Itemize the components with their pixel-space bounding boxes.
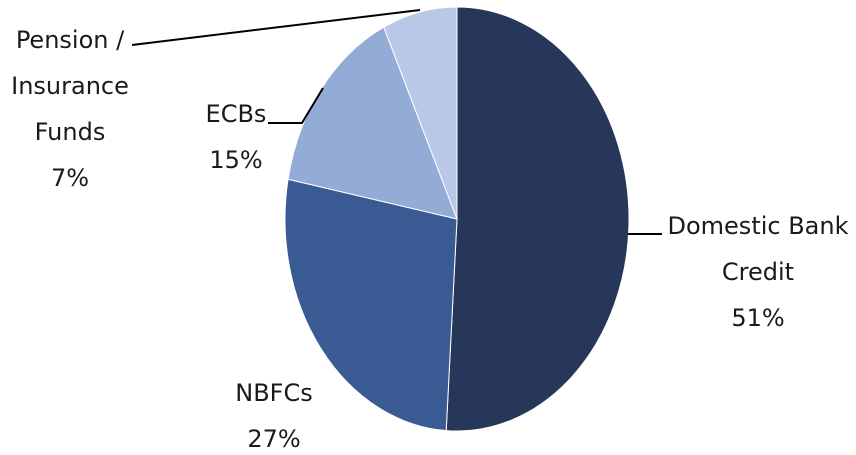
slice-label-0-line-0: Domestic Bank — [668, 212, 849, 240]
slice-label-3-line-2: Funds — [35, 118, 106, 146]
slice-label-1-line-0: NBFCs — [235, 379, 312, 407]
leader-line-2 — [268, 87, 324, 124]
pie-slice-1 — [284, 178, 458, 432]
slice-label-3-line-0: Pension / — [16, 26, 125, 54]
slice-label-1-line-1: 27% — [247, 425, 300, 453]
slice-label-2-line-0: ECBs — [206, 100, 267, 128]
pie-slice-0 — [445, 6, 630, 432]
slice-label-0-line-1: Credit — [722, 258, 794, 286]
slice-label-3-line-1: Insurance — [11, 72, 129, 100]
pie-leader-lines — [131, 9, 662, 235]
slice-label-3-line-3: 7% — [51, 164, 89, 192]
leader-line-3 — [131, 9, 421, 46]
pie-slice-2 — [287, 26, 458, 220]
pie-labels: Domestic Bank Credit 51% NBFCs 27% ECBs 15% Pen… — [11, 26, 848, 453]
slice-label-2-line-1: 15% — [209, 146, 262, 174]
slice-label-0-line-2: 51% — [731, 304, 784, 332]
pie-slices — [284, 6, 630, 432]
pie-slice-3 — [383, 6, 458, 220]
